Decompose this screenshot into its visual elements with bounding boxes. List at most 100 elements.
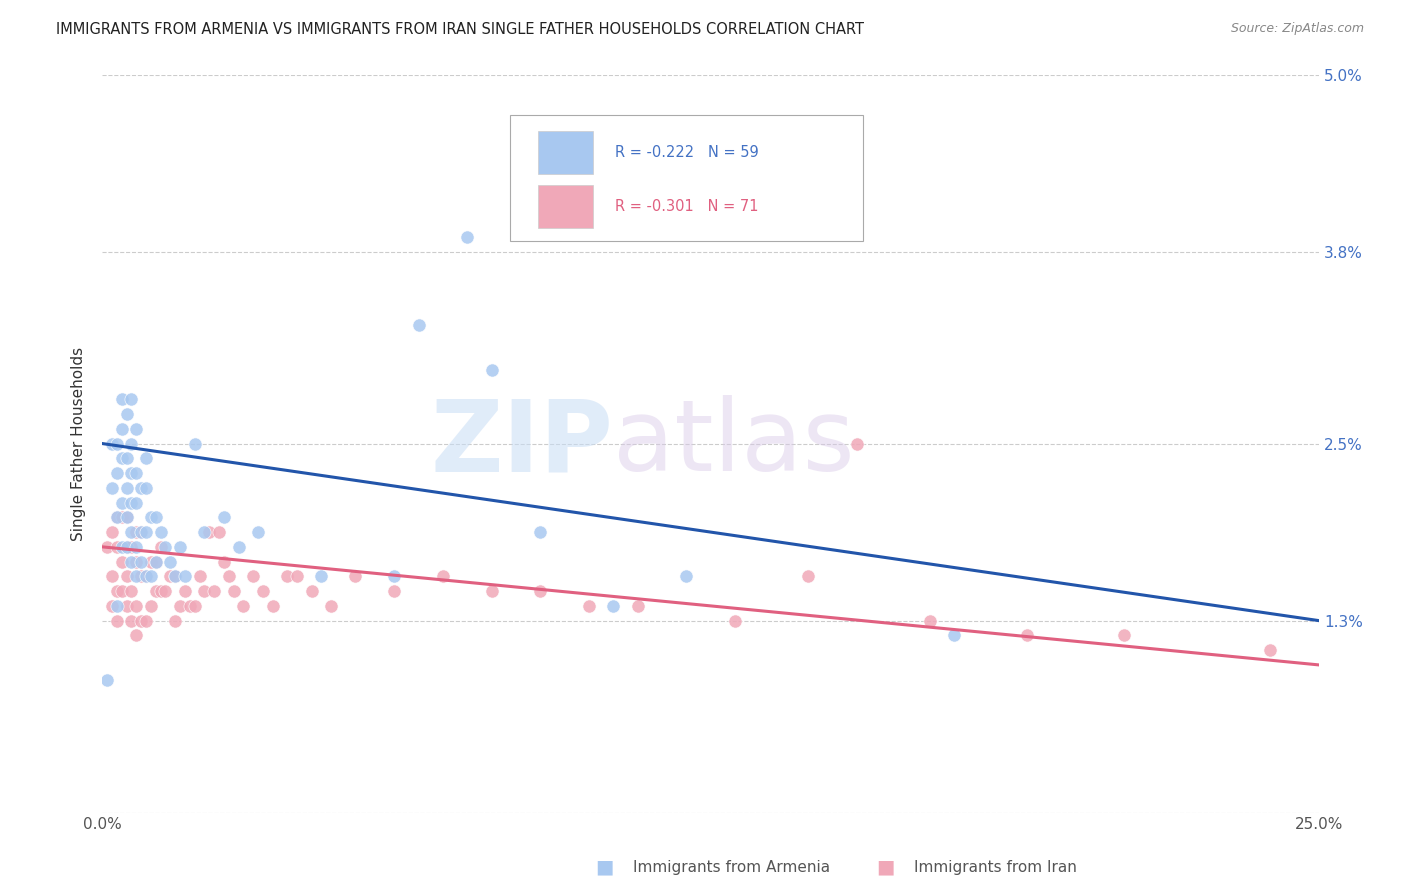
Point xyxy=(155,584,177,599)
Point xyxy=(129,569,152,583)
Point xyxy=(262,599,284,613)
Point xyxy=(246,525,269,540)
Point xyxy=(139,555,162,569)
FancyBboxPatch shape xyxy=(510,115,863,241)
Point xyxy=(125,569,148,583)
Text: Immigrants from Armenia: Immigrants from Armenia xyxy=(633,860,830,874)
Point xyxy=(301,584,323,599)
Point xyxy=(529,584,551,599)
Point xyxy=(232,599,254,613)
Point xyxy=(105,436,128,450)
Point xyxy=(145,584,167,599)
Point xyxy=(145,510,167,524)
Point xyxy=(382,584,405,599)
Point xyxy=(105,540,128,554)
Point xyxy=(627,599,650,613)
Point xyxy=(242,569,264,583)
Point xyxy=(115,540,138,554)
Text: Source: ZipAtlas.com: Source: ZipAtlas.com xyxy=(1230,22,1364,36)
Point xyxy=(578,599,600,613)
Text: ZIP: ZIP xyxy=(430,395,613,492)
Point xyxy=(129,481,152,495)
Point xyxy=(188,569,211,583)
Point xyxy=(675,569,697,583)
Point xyxy=(174,584,197,599)
Point xyxy=(797,569,820,583)
Point xyxy=(129,614,152,628)
Point xyxy=(125,628,148,642)
Point xyxy=(309,569,332,583)
Text: atlas: atlas xyxy=(613,395,855,492)
Point xyxy=(125,466,148,480)
Point xyxy=(120,436,142,450)
Point xyxy=(111,422,134,436)
Point xyxy=(165,614,187,628)
Point xyxy=(105,599,128,613)
Point xyxy=(129,525,152,540)
Point xyxy=(183,436,205,450)
Point xyxy=(125,525,148,540)
Y-axis label: Single Father Households: Single Father Households xyxy=(72,346,86,541)
Point xyxy=(149,584,172,599)
Point xyxy=(943,628,966,642)
Point xyxy=(159,569,181,583)
Point xyxy=(208,525,231,540)
Point xyxy=(105,510,128,524)
Point xyxy=(1114,628,1136,642)
Point xyxy=(125,422,148,436)
Point xyxy=(193,525,215,540)
Point xyxy=(1015,628,1038,642)
Point xyxy=(135,614,157,628)
Point xyxy=(456,230,478,244)
Point xyxy=(169,540,191,554)
Point xyxy=(111,392,134,407)
Point xyxy=(115,510,138,524)
Point xyxy=(198,525,221,540)
Point xyxy=(105,510,128,524)
Point xyxy=(115,569,138,583)
Point xyxy=(529,525,551,540)
Point xyxy=(149,540,172,554)
Point xyxy=(724,614,747,628)
Point xyxy=(155,540,177,554)
Point xyxy=(602,599,624,613)
Point xyxy=(202,584,225,599)
Point xyxy=(228,540,250,554)
Point xyxy=(111,584,134,599)
Point xyxy=(139,569,162,583)
Point xyxy=(105,614,128,628)
Text: IMMIGRANTS FROM ARMENIA VS IMMIGRANTS FROM IRAN SINGLE FATHER HOUSEHOLDS CORRELA: IMMIGRANTS FROM ARMENIA VS IMMIGRANTS FR… xyxy=(56,22,865,37)
Point xyxy=(115,540,138,554)
Point xyxy=(96,540,118,554)
Point xyxy=(918,614,941,628)
Point xyxy=(139,599,162,613)
Point xyxy=(101,569,124,583)
Text: R = -0.301   N = 71: R = -0.301 N = 71 xyxy=(614,199,758,214)
Point xyxy=(845,436,868,450)
Point xyxy=(135,569,157,583)
Point xyxy=(382,569,405,583)
Point xyxy=(252,584,274,599)
Point xyxy=(125,540,148,554)
FancyBboxPatch shape xyxy=(538,131,593,174)
Point xyxy=(115,510,138,524)
Point xyxy=(135,451,157,466)
Point xyxy=(145,555,167,569)
Point xyxy=(135,481,157,495)
Text: R = -0.222   N = 59: R = -0.222 N = 59 xyxy=(614,145,758,161)
Point xyxy=(212,555,235,569)
Point xyxy=(222,584,245,599)
Point xyxy=(120,614,142,628)
Point xyxy=(193,584,215,599)
Point xyxy=(174,569,197,583)
Point xyxy=(481,584,503,599)
Point xyxy=(111,495,134,509)
Point xyxy=(408,318,430,333)
Point xyxy=(145,555,167,569)
Text: ■: ■ xyxy=(595,857,614,877)
Point xyxy=(129,525,152,540)
Point xyxy=(183,599,205,613)
Point xyxy=(101,525,124,540)
Point xyxy=(120,540,142,554)
Point xyxy=(115,451,138,466)
